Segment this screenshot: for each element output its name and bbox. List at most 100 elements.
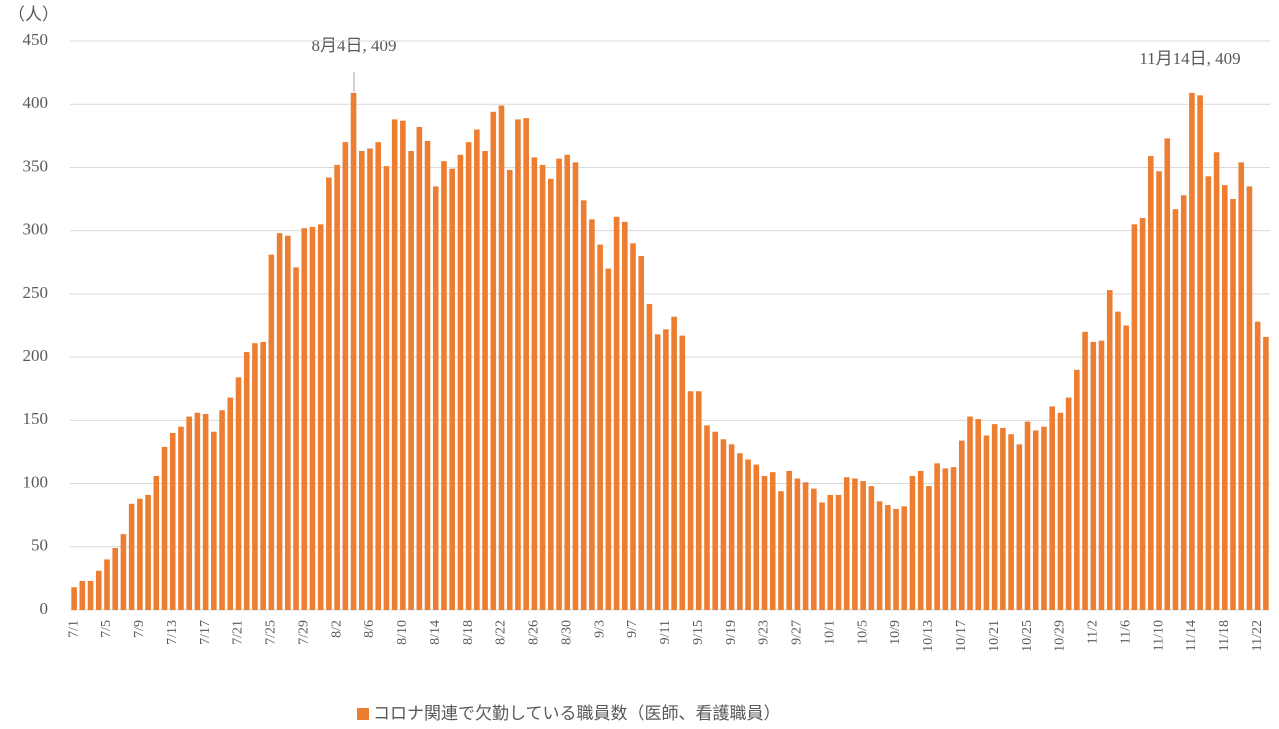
bar: [671, 316, 677, 610]
x-tick-label: 10/1: [822, 620, 837, 645]
bar: [1106, 290, 1113, 610]
bar: [432, 186, 439, 610]
bar: [490, 111, 497, 610]
x-tick-label: 11/2: [1086, 620, 1101, 644]
y-tick-label: 50: [31, 536, 48, 555]
bar: [737, 453, 743, 610]
bar: [449, 168, 455, 610]
legend-swatch: [357, 708, 369, 720]
x-tick-label: 9/11: [658, 620, 673, 644]
bar: [317, 224, 324, 610]
bar: [482, 151, 488, 611]
y-tick-label: 150: [23, 409, 49, 428]
bar: [934, 463, 940, 610]
y-tick-label: 300: [23, 220, 49, 239]
x-tick-label: 11/6: [1118, 620, 1133, 644]
bar: [1139, 218, 1146, 610]
bar: [1148, 156, 1154, 610]
bar: [1032, 430, 1039, 610]
x-tick-label: 8/30: [559, 620, 574, 645]
bar: [1074, 369, 1080, 610]
bar: [112, 548, 118, 610]
bar: [991, 424, 998, 610]
bar: [1222, 185, 1228, 610]
y-tick-label: 350: [23, 156, 49, 175]
bar: [161, 446, 168, 610]
y-tick-label: 0: [40, 599, 49, 618]
bar: [334, 164, 340, 610]
bar: [79, 580, 86, 610]
bar: [597, 244, 603, 610]
bar: [942, 468, 949, 610]
x-tick-label: 9/3: [592, 620, 607, 638]
bar: [646, 304, 653, 610]
bar: [679, 335, 686, 610]
bar: [219, 410, 225, 610]
bar: [786, 470, 792, 610]
bar: [958, 440, 965, 610]
bar: [1123, 325, 1129, 610]
bar: [153, 475, 160, 610]
bar: [712, 431, 718, 610]
bar: [1213, 152, 1220, 610]
bar: [1238, 162, 1245, 611]
legend-label: コロナ関連で欠勤している職員数（医師、看護職員）: [373, 704, 781, 723]
bar: [835, 494, 842, 610]
bar: [613, 216, 620, 610]
bar: [268, 254, 275, 611]
x-tick-label: 8/2: [329, 620, 344, 638]
bar: [1197, 95, 1203, 611]
y-axis-label: （人）: [8, 5, 59, 24]
y-tick-label: 450: [23, 30, 49, 49]
bar: [917, 470, 924, 610]
bar: [852, 478, 858, 610]
x-tick-label: 10/9: [888, 620, 903, 645]
x-tick-label: 7/9: [132, 620, 147, 638]
bar: [819, 502, 825, 610]
bar: [1000, 427, 1006, 610]
y-tick-label: 400: [23, 93, 49, 112]
x-tick-label: 8/22: [494, 620, 509, 645]
bar: [120, 534, 127, 610]
bar: [342, 142, 349, 610]
bar: [950, 467, 957, 610]
bar: [975, 419, 982, 610]
bar: [811, 488, 817, 610]
bar: [465, 142, 472, 610]
bar: [654, 334, 661, 610]
bar: [375, 142, 382, 610]
bar: [383, 166, 390, 610]
bar: [145, 494, 151, 610]
y-tick-label: 250: [23, 283, 49, 302]
bar: [1263, 336, 1269, 610]
x-tick-label: 7/17: [198, 620, 213, 645]
bar: [186, 416, 192, 610]
bar: [1156, 171, 1162, 610]
x-tick-label: 11/14: [1184, 620, 1199, 651]
x-tick-label: 10/29: [1053, 620, 1068, 652]
bar: [663, 329, 669, 610]
bar: [1131, 224, 1138, 610]
bar: [416, 126, 423, 610]
x-tick-label: 7/13: [165, 620, 180, 645]
bar: [704, 425, 710, 610]
bar: [1065, 397, 1072, 610]
bar: [695, 391, 702, 610]
bar: [531, 157, 538, 610]
bar: [794, 478, 801, 610]
x-tick-label: 7/29: [296, 620, 311, 645]
x-tick-label: 9/7: [625, 620, 640, 638]
bar: [293, 267, 299, 610]
bar: [243, 352, 250, 610]
annotation: 11月14日, 409: [1139, 49, 1240, 68]
bar: [926, 486, 932, 610]
bar: [1164, 138, 1171, 610]
bar: [1189, 92, 1195, 610]
x-tick-label: 8/18: [461, 620, 476, 645]
bar: [860, 481, 866, 610]
bar: [1090, 341, 1097, 610]
bar: [885, 505, 891, 610]
x-tick-label: 7/5: [99, 620, 114, 638]
y-tick-label: 100: [23, 472, 49, 491]
